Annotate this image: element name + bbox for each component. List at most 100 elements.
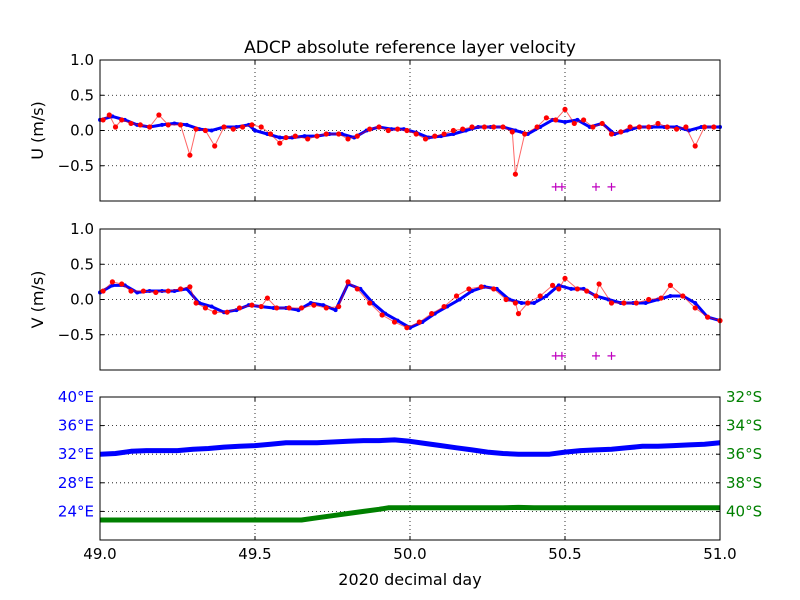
data-point (106, 112, 112, 118)
data-point (209, 128, 214, 133)
data-point (119, 281, 125, 287)
y-tick-label: 1.0 (70, 220, 94, 238)
left-axis-tick-label: 40°E (58, 388, 94, 406)
data-point (345, 136, 351, 142)
flag-marker (607, 182, 616, 191)
data-point (441, 131, 447, 137)
flag-marker (607, 351, 616, 360)
data-point (608, 300, 615, 306)
flag-marker (557, 182, 566, 191)
right-axis-tick-label: 36°S (726, 445, 762, 463)
data-point (178, 122, 184, 128)
data-point (543, 115, 550, 121)
y-axis-label: V (m/s) (28, 271, 47, 329)
data-point (109, 279, 115, 285)
data-point (581, 117, 587, 123)
data-point (336, 303, 342, 310)
data-point (345, 279, 351, 285)
data-point (240, 124, 246, 130)
data-point (522, 131, 528, 137)
data-point (292, 133, 298, 139)
data-point (336, 131, 342, 137)
data-point (655, 120, 661, 127)
data-point (212, 309, 218, 315)
y-tick-label: 1.0 (70, 51, 94, 69)
data-point (512, 300, 519, 306)
data-point (550, 282, 556, 288)
data-point (354, 286, 360, 292)
data-point (680, 293, 686, 299)
data-point (100, 288, 106, 294)
data-point (311, 302, 317, 308)
data-point (209, 304, 214, 309)
data-point (500, 124, 506, 130)
data-point (509, 129, 515, 135)
data-point (202, 127, 208, 134)
data-point (193, 300, 199, 306)
data-point (128, 288, 134, 294)
data-point (627, 124, 633, 130)
data-point (376, 124, 382, 130)
x-tick-label: 50.5 (548, 545, 581, 563)
data-point (333, 308, 338, 313)
y-tick-label: 0.5 (70, 86, 94, 104)
flag-marker (557, 351, 566, 360)
data-point (314, 133, 320, 139)
data-point (574, 286, 581, 292)
series-line (102, 277, 721, 329)
data-point (451, 132, 456, 137)
data-point (575, 117, 580, 122)
data-point (584, 288, 590, 294)
data-point (664, 124, 670, 130)
series-line (99, 437, 721, 457)
data-point (298, 305, 305, 311)
right-axis-tick-label: 38°S (726, 474, 762, 492)
data-point (618, 129, 624, 135)
data-point (119, 117, 125, 123)
panel-frame (99, 396, 721, 541)
data-point (153, 289, 159, 296)
data-point (236, 305, 243, 311)
data-point (221, 124, 227, 130)
data-point (460, 126, 466, 132)
data-point (633, 300, 639, 306)
right-axis-tick-label: 34°S (726, 417, 762, 435)
data-point (674, 126, 680, 132)
flag-marker (592, 351, 600, 360)
data-point (553, 117, 559, 123)
chart-panels: 1.0 0.5 0.0 −0.5 U (m/s) 1.0 0.5 0.0 −0.5 V (m/s)… (28, 51, 762, 589)
data-point (469, 124, 475, 130)
data-point (512, 171, 519, 177)
data-point (147, 124, 153, 130)
data-point (571, 120, 577, 127)
data-point (212, 143, 218, 149)
left-axis-tick-label: 36°E (58, 417, 94, 435)
data-point (563, 120, 567, 125)
data-point (137, 122, 143, 128)
data-point (429, 311, 435, 317)
data-point (503, 296, 509, 303)
right-axis-tick-label: 32°S (726, 388, 762, 406)
data-point (283, 134, 289, 141)
data-point (267, 131, 274, 137)
data-point (249, 122, 255, 128)
panel-frame (99, 59, 721, 202)
data-point (187, 152, 193, 158)
data-point (621, 300, 627, 306)
data-point (404, 325, 410, 331)
left-axis-tick-label: 32°E (58, 445, 94, 463)
data-point (599, 120, 605, 127)
data-point (165, 122, 171, 128)
data-point (354, 133, 360, 139)
data-point (321, 303, 326, 308)
data-point (323, 305, 329, 311)
data-point (593, 293, 599, 299)
data-point (274, 305, 280, 311)
data-point (395, 126, 401, 132)
data-point (193, 126, 199, 132)
data-point (544, 293, 549, 298)
data-point (562, 106, 568, 112)
data-point (667, 282, 674, 288)
data-point (668, 293, 673, 298)
